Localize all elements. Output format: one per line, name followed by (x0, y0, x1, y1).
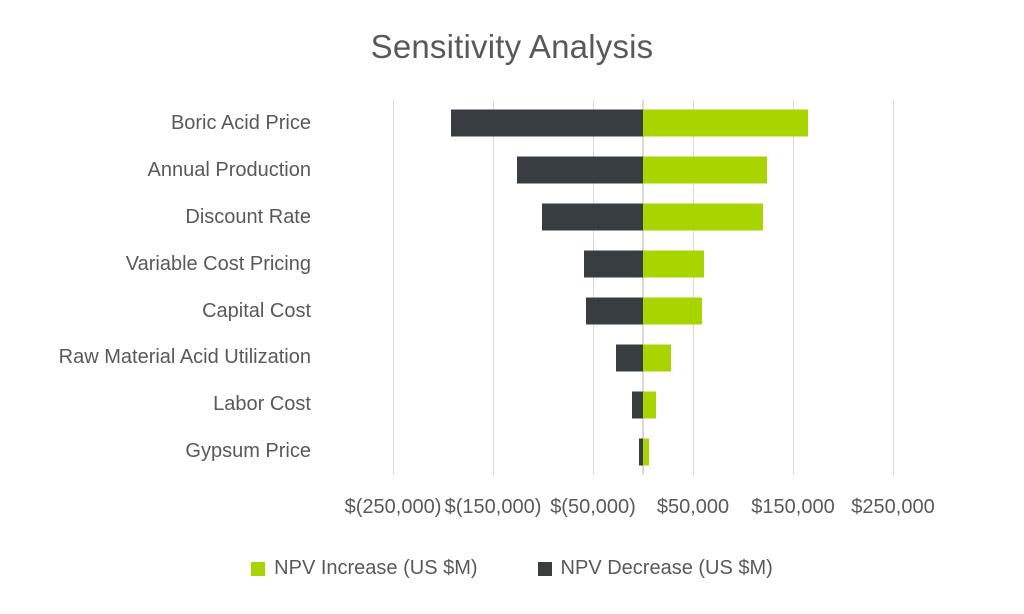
bar-segment-decrease[interactable] (542, 203, 643, 231)
x-axis-tick-label: $50,000 (656, 496, 730, 518)
legend-label: NPV Decrease (US $M) (560, 557, 773, 579)
bar-segment-increase[interactable] (643, 250, 704, 278)
bar-row (343, 334, 943, 381)
chart-legend: NPV Increase (US $M) NPV Decrease (US $M) (0, 557, 1024, 580)
bar-row (343, 100, 943, 147)
x-axis-tick-label: $150,000 (751, 496, 835, 518)
bar-segment-decrease[interactable] (586, 297, 643, 325)
x-axis-tick-label: $(50,000) (550, 496, 636, 518)
bar-row (343, 241, 943, 288)
plot-area (343, 100, 943, 475)
legend-swatch-decrease-icon (537, 561, 552, 576)
y-axis-label: Annual Production (147, 158, 311, 181)
bar-segment-increase[interactable] (643, 391, 656, 419)
gridline-2 (592, 100, 594, 475)
y-axis-label: Discount Rate (185, 205, 311, 228)
bar-segment-increase[interactable] (643, 297, 702, 325)
legend-entry[interactable]: NPV Increase (US $M) (251, 557, 478, 580)
bar-segment-decrease[interactable] (616, 344, 643, 372)
legend-label: NPV Increase (US $M) (274, 557, 478, 579)
bar-segment-decrease[interactable] (632, 391, 643, 419)
x-axis-tick-label: $250,000 (851, 496, 935, 518)
bar-segment-increase[interactable] (643, 156, 767, 184)
x-axis-tick-labels: $(250,000) $(150,000) $(50,000) $50,000 $150… (0, 496, 1024, 530)
bar-segment-increase[interactable] (643, 109, 808, 137)
y-axis-label: Boric Acid Price (170, 112, 311, 134)
bar-row (343, 194, 943, 241)
y-axis-label: Capital Cost (202, 299, 311, 322)
gridline-1 (492, 100, 494, 475)
bar-segment-decrease[interactable] (450, 109, 643, 137)
gridline-5 (892, 100, 894, 475)
y-axis-label: Labor Cost (213, 393, 311, 416)
bar-segment-increase[interactable] (643, 203, 763, 231)
bar-segment-decrease[interactable] (639, 438, 643, 466)
chart-title: Sensitivity Analysis (370, 28, 654, 65)
bar-segment-decrease[interactable] (517, 156, 643, 184)
bar-segment-decrease[interactable] (584, 250, 643, 278)
bar-segment-increase[interactable] (643, 344, 671, 372)
legend-entry[interactable]: NPV Decrease (US $M) (537, 557, 773, 580)
y-axis-label: Variable Cost Pricing (125, 252, 311, 275)
legend-swatch-increase-icon (251, 561, 266, 576)
bar-row (343, 428, 943, 475)
bar-row (343, 381, 943, 428)
gridline-0 (392, 100, 394, 475)
y-axis-category-labels: Boric Acid Price Annual Production Discoun… (0, 100, 327, 475)
gridline-3 (692, 100, 694, 475)
x-axis-tick-label: $(150,000) (444, 496, 542, 518)
bar-row (343, 288, 943, 335)
y-axis-label: Gypsum Price (185, 440, 311, 463)
bar-segment-increase[interactable] (643, 438, 649, 466)
x-axis-tick-label: $(250,000) (344, 496, 442, 518)
y-axis-label: Raw Material Acid Utilization (58, 346, 311, 369)
zero-axis-line (642, 100, 644, 475)
bar-row (343, 147, 943, 194)
gridline-4 (792, 100, 794, 475)
